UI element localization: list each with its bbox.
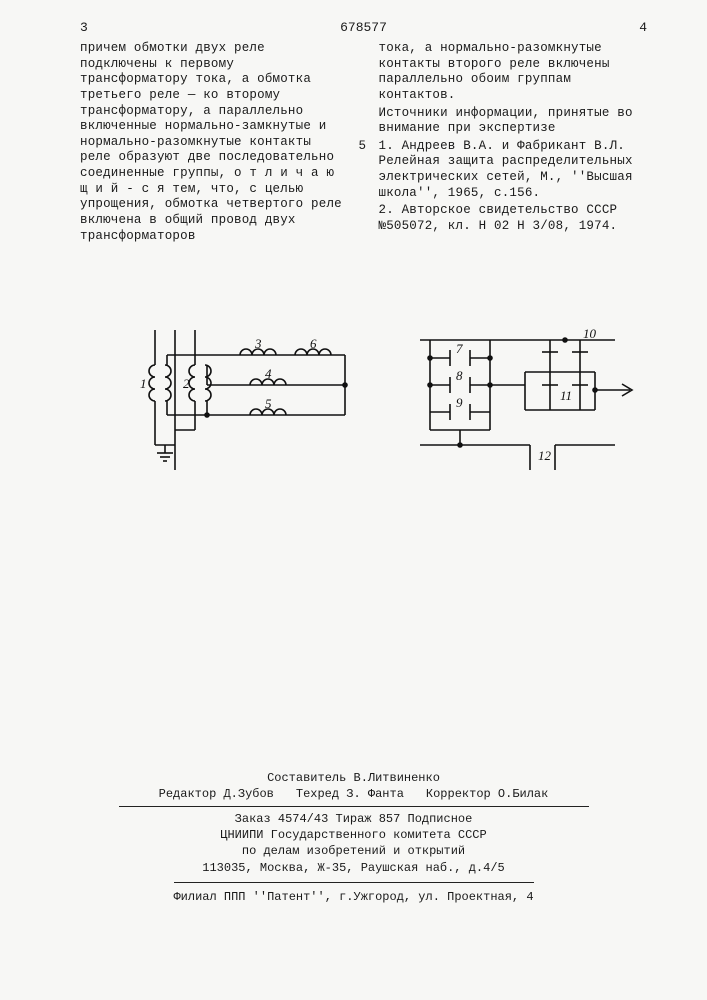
right-para-3: 5 1. Андреев В.А. и Фабрикант В.Л. Релей… — [379, 139, 648, 202]
label-11: 11 — [560, 388, 572, 403]
footer-order-line: Заказ 4574/43 Тираж 857 Подписное — [0, 811, 707, 827]
left-column-text: причем обмотки двух реле подключены к пе… — [80, 41, 349, 244]
label-4: 6 — [310, 336, 317, 351]
footer-org2: по делам изобретений и открытий — [0, 843, 707, 859]
page-number-left: 3 — [80, 20, 88, 35]
column-right: тока, а нормально-разомкнутые контакты в… — [379, 41, 648, 246]
footer-names-row: Редактор Д.Зубов Техред З. Фанта Коррект… — [0, 786, 707, 802]
page-header: 3 678577 4 — [80, 20, 647, 35]
patent-number: 678577 — [340, 20, 387, 35]
footer-org1: ЦНИИПИ Государственного комитета СССР — [0, 827, 707, 843]
footer: Составитель В.Литвиненко Редактор Д.Зубо… — [0, 770, 707, 905]
label-6: 5 — [265, 396, 272, 411]
label-1: 1 — [140, 376, 147, 391]
label-7: 7 — [456, 341, 463, 356]
right-para-1: тока, а нормально-разомкнутые контакты в… — [379, 41, 648, 104]
footer-rule-2 — [174, 882, 534, 883]
footer-rule-1 — [119, 806, 589, 807]
label-2: 2 — [183, 376, 190, 391]
label-12: 12 — [538, 448, 552, 463]
diagram-svg: 1 2 3 6 4 5 — [0, 310, 707, 490]
footer-editor: Редактор Д.Зубов — [159, 786, 274, 802]
line-number-5: 5 — [359, 139, 367, 155]
footer-corrector: Корректор О.Билак — [426, 786, 548, 802]
label-5: 4 — [265, 366, 272, 381]
label-8: 8 — [456, 368, 463, 383]
footer-branch: Филиал ППП ''Патент'', г.Ужгород, ул. Пр… — [0, 889, 707, 905]
column-left: причем обмотки двух реле подключены к пе… — [80, 41, 349, 246]
page-number-right: 4 — [639, 20, 647, 35]
circuit-diagrams: 1 2 3 6 4 5 — [0, 310, 707, 490]
right-para-4: 2. Авторское свидетельство СССР №505072,… — [379, 203, 648, 234]
label-9: 9 — [456, 395, 463, 410]
footer-compiler: Составитель В.Литвиненко — [0, 770, 707, 786]
footer-addr: 113035, Москва, Ж-35, Раушская наб., д.4… — [0, 860, 707, 876]
right-para-2: Источники информации, принятые во вниман… — [379, 106, 648, 137]
text-columns: причем обмотки двух реле подключены к пе… — [80, 41, 647, 246]
label-3: 3 — [254, 336, 262, 351]
footer-tech: Техред З. Фанта — [296, 786, 404, 802]
label-10: 10 — [583, 326, 597, 341]
